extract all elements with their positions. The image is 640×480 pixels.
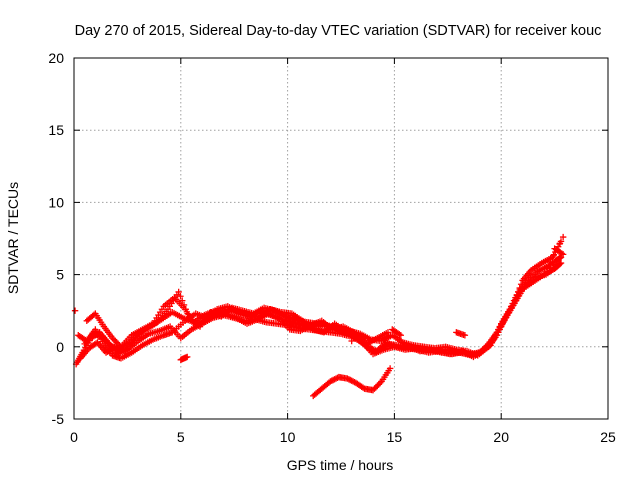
data-point-trace: [90, 311, 98, 318]
data-point-trace: [349, 378, 357, 385]
data-point-trace: [550, 261, 557, 268]
data-point: [369, 386, 377, 394]
data-point-trace: [485, 343, 493, 350]
data-point-trace: [114, 340, 122, 348]
series-track-7: [71, 233, 567, 363]
data-point: [559, 233, 567, 241]
data-point-trace: [332, 375, 340, 382]
data-point-trace: [543, 265, 551, 272]
data-point-trace: [556, 240, 564, 247]
x-tick-label: 10: [280, 429, 296, 445]
x-tick-label: 20: [493, 429, 509, 445]
data-point: [109, 334, 116, 342]
data-point-trace: [375, 381, 382, 388]
data-point: [461, 332, 469, 339]
data-point-trace: [374, 382, 381, 389]
data-point-trace: [556, 254, 564, 261]
data-point-trace: [371, 385, 378, 392]
y-tick-label: 20: [48, 50, 64, 66]
data-point: [397, 332, 405, 339]
x-tick-label: 15: [387, 429, 403, 445]
data-point-trace: [517, 281, 525, 288]
y-tick-label: -5: [52, 411, 65, 427]
data-point-trace: [113, 339, 120, 346]
data-point-trace: [499, 320, 506, 327]
data-point-trace: [396, 331, 403, 338]
data-point-trace: [102, 337, 110, 345]
data-point-trace: [558, 250, 565, 257]
data-point-trace: [109, 343, 117, 350]
data-point: [71, 307, 79, 314]
data-point-trace: [104, 339, 111, 346]
data-point-trace: [550, 252, 557, 260]
y-tick-label: 5: [56, 267, 64, 283]
y-axis-label: SDTVAR / TECUs: [5, 182, 21, 294]
data-point: [344, 375, 351, 382]
data-point-trace: [110, 336, 118, 343]
data-point: [327, 378, 334, 385]
data-point-trace: [348, 377, 355, 384]
data-point: [98, 333, 105, 340]
data-point-trace: [547, 258, 554, 266]
data-point-trace: [376, 379, 384, 387]
data-point-trace: [556, 260, 564, 268]
x-tick-label: 5: [177, 429, 185, 445]
data-point-trace: [347, 376, 354, 384]
data-point-trace: [108, 342, 115, 350]
data-point-trace: [111, 344, 118, 351]
x-tick-label: 25: [600, 429, 616, 445]
grid: [74, 58, 608, 419]
x-tick-label: 0: [70, 429, 78, 445]
data-point-trace: [329, 376, 337, 384]
data-point: [540, 271, 548, 278]
data-points: [71, 233, 567, 400]
chart-title: Day 270 of 2015, Sidereal Day-to-day VTE…: [75, 23, 602, 39]
series-track-5: [83, 294, 392, 350]
data-point-trace: [553, 246, 560, 253]
data-point: [348, 337, 355, 345]
y-tick-label: 10: [48, 194, 64, 210]
data-point-trace: [553, 257, 560, 265]
data-point-trace: [177, 293, 184, 300]
data-point-trace: [345, 376, 353, 383]
y-tick-label: 0: [56, 339, 64, 355]
data-point-trace: [101, 336, 108, 343]
data-point: [557, 259, 565, 267]
data-point-trace: [331, 376, 338, 383]
data-point: [559, 251, 567, 258]
series-track-6: [310, 365, 394, 400]
data-point-trace: [359, 384, 367, 391]
data-point-trace: [92, 340, 100, 347]
data-point: [175, 288, 182, 296]
data-point: [384, 329, 392, 336]
data-point-trace: [99, 334, 107, 342]
data-point-trace: [500, 317, 508, 325]
data-point: [386, 365, 394, 372]
y-tick-label: 15: [48, 122, 64, 138]
data-point-trace: [112, 337, 119, 345]
x-axis-label: GPS time / hours: [287, 457, 394, 473]
data-point-trace: [328, 377, 335, 384]
plot-frame: [73, 57, 609, 420]
data-point-trace: [372, 384, 380, 391]
data-point: [107, 342, 114, 349]
data-point: [184, 353, 191, 361]
